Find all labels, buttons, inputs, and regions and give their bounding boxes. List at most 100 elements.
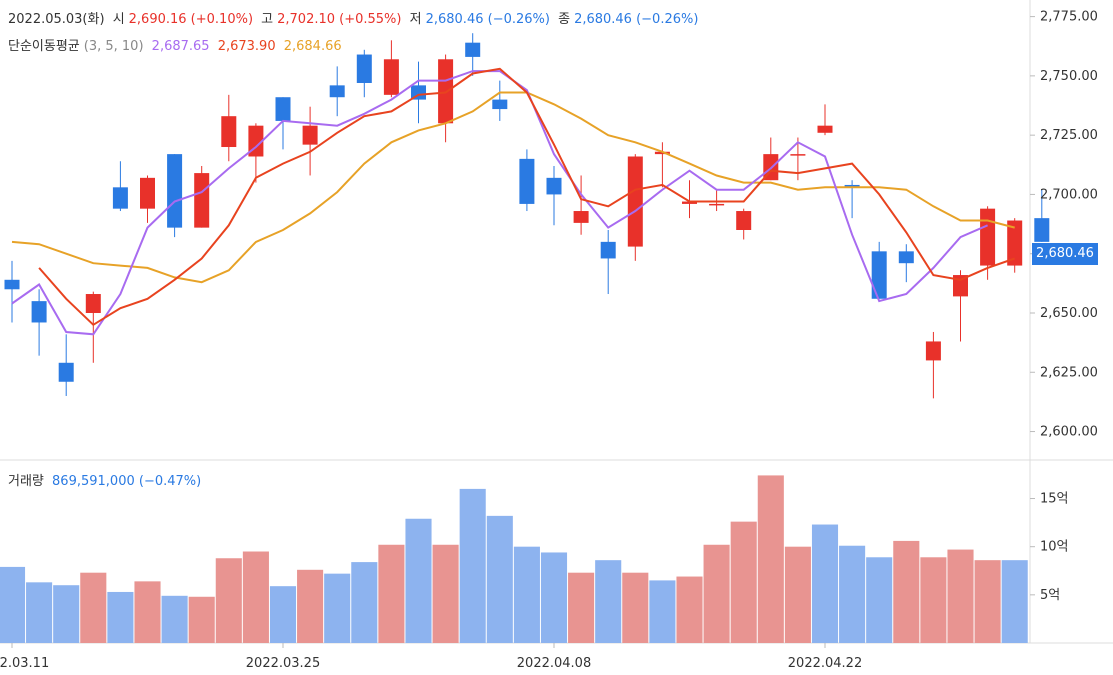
date-tick-label: 2022.04.22 (788, 656, 862, 671)
candle-body (546, 177, 562, 195)
volume-bar (242, 551, 269, 643)
ma10-line (11, 91, 1015, 284)
candle (248, 123, 264, 183)
candle (112, 161, 128, 212)
candle (31, 289, 47, 356)
ma5-value: 2,673.90 (217, 39, 276, 54)
candle (1034, 189, 1050, 242)
volume-bar (107, 591, 134, 643)
candle-body (790, 154, 806, 156)
candle (871, 241, 887, 299)
low-value: 2,680.46 (−0.26%) (425, 12, 550, 27)
close-value: 2,680.46 (−0.26%) (574, 12, 699, 27)
candle (654, 142, 670, 188)
candle (221, 94, 237, 162)
candle (953, 270, 968, 342)
ma3-line (11, 70, 988, 336)
open-value: 2,690.16 (+0.10%) (128, 12, 254, 27)
volume-bar (297, 569, 324, 643)
ma-legend-label: 단순이동평균 (8, 39, 80, 54)
price-tick-label: 2,725.00 (1040, 128, 1098, 143)
candle (58, 334, 74, 396)
candle-body (492, 99, 508, 110)
candle-body (925, 341, 941, 361)
candle-body (112, 187, 128, 209)
volume-bar (378, 544, 405, 643)
price-tick-label: 2,650.00 (1040, 306, 1098, 321)
candle-body (709, 203, 725, 206)
volume-bar (703, 544, 730, 643)
candle (167, 154, 183, 238)
candle-body (275, 97, 291, 121)
ma-legend-params: (3, 5, 10) (83, 39, 144, 54)
candle-body (221, 116, 237, 148)
candle-body (167, 154, 183, 228)
candle-body (627, 156, 643, 247)
volume-bar (622, 572, 649, 643)
candlesticks (4, 33, 1050, 399)
candle-body (58, 362, 74, 382)
candle (275, 97, 291, 150)
candle-body (1007, 220, 1023, 266)
volume-bar (188, 596, 215, 643)
candle (465, 33, 481, 76)
volume-bar (595, 560, 622, 643)
volume-bar (974, 560, 1001, 643)
candle-body (871, 251, 887, 299)
candle (925, 331, 941, 399)
price-tick-label: 2,775.00 (1040, 10, 1098, 25)
price-tick-label: 2,600.00 (1040, 425, 1098, 440)
candle-body (654, 151, 670, 155)
volume-value: 869,591,000 (−0.47%) (52, 474, 202, 489)
volume-bar (1001, 560, 1028, 643)
volume-bar (757, 475, 784, 643)
candle (194, 165, 210, 228)
volume-bar (649, 580, 676, 643)
volume-bar (161, 595, 188, 643)
candle (356, 49, 372, 98)
volume-tick-label: 5억 (1040, 588, 1060, 603)
volume-bar (893, 540, 920, 643)
date-tick-label: 2022.03.25 (246, 656, 320, 671)
date-tick-label: 2022.03.11 (0, 656, 49, 671)
volume-tick-label: 15억 (1040, 492, 1069, 507)
volume-bar (839, 545, 866, 643)
candle-body (953, 275, 968, 297)
candle (85, 291, 101, 363)
volume-bar (540, 552, 568, 643)
volume-bar (432, 544, 459, 643)
candle-body (356, 54, 372, 83)
volume-bar (0, 566, 26, 643)
candle-body (465, 42, 481, 57)
ma-legend: 단순이동평균 (3, 5, 10) 2,687.65 2,673.90 2,684… (8, 35, 346, 54)
candle-body (140, 177, 155, 209)
volume-bar (730, 521, 757, 643)
candle (302, 106, 318, 176)
candle (519, 149, 535, 212)
candle (546, 165, 562, 226)
volume-bar (920, 557, 947, 643)
candle (682, 180, 697, 219)
high-value: 2,702.10 (+0.55%) (277, 12, 402, 27)
candle-body (329, 85, 345, 98)
price-tick-label: 2,750.00 (1040, 69, 1098, 84)
date-tick-label: 2022.04.08 (517, 656, 591, 671)
candle-body (600, 241, 616, 259)
candle (492, 80, 508, 121)
ma10-value: 2,684.66 (283, 39, 342, 54)
price-tick-label: 2,700.00 (1040, 187, 1098, 202)
candle (383, 40, 399, 98)
candle-body (302, 125, 318, 145)
volume-bar (80, 572, 107, 643)
candle (438, 54, 454, 143)
candle-body (844, 184, 860, 188)
candle-body (4, 279, 20, 290)
volume-bar (676, 576, 703, 643)
volume-bar (269, 586, 297, 643)
volume-bar (513, 546, 540, 643)
volume-bar (811, 524, 839, 643)
high-label: 고 (261, 12, 274, 27)
volume-bar (947, 549, 974, 643)
candle (573, 175, 589, 235)
